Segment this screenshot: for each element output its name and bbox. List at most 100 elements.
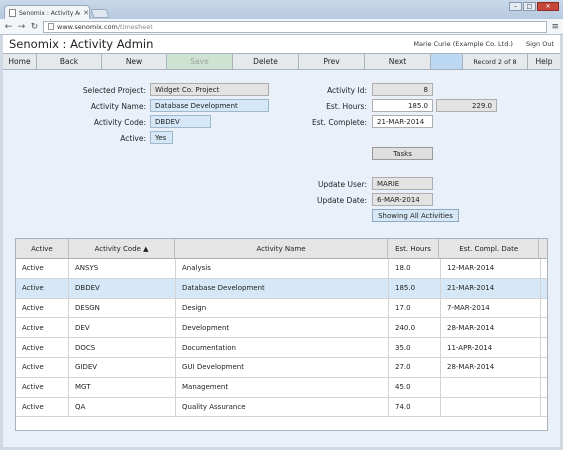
est-hours-label: Est. Hours: — [326, 102, 367, 111]
cell-activity-code: ANSYS — [69, 259, 176, 278]
sign-out-link[interactable]: Sign Out — [525, 40, 554, 48]
browser-tab[interactable]: Senomix : Activity Admin ✕ — [4, 5, 90, 20]
cell-activity-name: Analysis — [176, 259, 389, 278]
cell-active: Active — [16, 278, 69, 298]
column-header-activity-name[interactable]: Activity Name — [175, 239, 388, 258]
cell-activity-name: Documentation — [176, 338, 389, 357]
cell-active: Active — [16, 298, 69, 318]
maximize-icon[interactable]: □ — [523, 2, 536, 11]
cell-est-compl-date: 28-MAR-2014 — [441, 357, 541, 377]
est-complete-field[interactable]: 21-MAR-2014 — [372, 115, 433, 128]
new-tab-button[interactable] — [90, 9, 110, 18]
user-area: Marie Curie (Example Co. Ltd.) Sign Out — [413, 40, 554, 48]
minimize-icon[interactable]: – — [509, 2, 522, 11]
cell-active: Active — [16, 338, 69, 357]
record-toolbar: Home Back New Save Delete Prev Next Reco… — [3, 53, 560, 70]
back-arrow-icon[interactable]: ← — [4, 21, 13, 32]
back-button[interactable]: Back — [37, 54, 102, 69]
page-icon — [9, 9, 16, 17]
close-window-icon[interactable]: ✕ — [537, 2, 559, 11]
column-header-spacer — [539, 239, 547, 258]
user-name: Marie Curie (Example Co. Ltd.) — [413, 40, 513, 48]
tab-title: Senomix : Activity Admin — [18, 9, 80, 17]
address-bar[interactable]: www.senomix.com/timesheet — [43, 20, 548, 33]
selected-project-label: Selected Project: — [82, 86, 146, 95]
cell-est-compl-date: 28-MAR-2014 — [441, 318, 541, 338]
table-row[interactable]: Active DOCS Documentation 35.0 11-APR-20… — [16, 338, 547, 358]
table-row[interactable]: Active GIDEV GUI Development 27.0 28-MAR… — [16, 357, 547, 378]
reload-icon[interactable]: ↻ — [30, 21, 39, 32]
est-hours-field[interactable]: 185.0 — [372, 99, 433, 112]
column-header-est-compl-date[interactable]: Est. Compl. Date — [439, 239, 540, 258]
active-toggle[interactable]: Yes — [150, 131, 173, 144]
actual-hours-field: 229.0 — [436, 99, 497, 112]
app-window: Senomix : Activity Admin Marie Curie (Ex… — [3, 35, 560, 447]
page-icon — [48, 23, 54, 30]
column-header-activity-code[interactable]: Activity Code ▲ — [69, 239, 176, 258]
activities-table: Active Activity Code ▲ Activity Name Est… — [15, 238, 548, 431]
cell-est-hours: 45.0 — [389, 377, 441, 397]
close-tab-icon[interactable]: ✕ — [83, 9, 89, 17]
update-date-label: Update Date: — [317, 196, 367, 205]
prev-button[interactable]: Prev — [299, 54, 365, 69]
cell-est-compl-date: 11-APR-2014 — [441, 338, 541, 357]
update-date-field: 6-MAR-2014 — [372, 193, 433, 206]
toolbar-spacer — [431, 54, 463, 69]
forward-arrow-icon[interactable]: → — [17, 21, 26, 32]
activity-name-label: Activity Name: — [90, 102, 146, 111]
column-header-est-hours[interactable]: Est. Hours — [388, 239, 440, 258]
activity-id-field: 8 — [372, 83, 433, 96]
activity-name-field[interactable]: Database Development — [150, 99, 269, 112]
cell-activity-name: Development — [176, 318, 389, 338]
active-label: Active: — [120, 134, 146, 143]
cell-est-hours: 240.0 — [389, 318, 441, 338]
est-complete-label: Est. Complete: — [311, 118, 367, 127]
update-user-field: MARIE — [372, 177, 433, 190]
app-header: Senomix : Activity Admin Marie Curie (Ex… — [3, 35, 560, 53]
tasks-button[interactable]: Tasks — [372, 147, 433, 160]
cell-activity-name: GUI Development — [176, 357, 389, 377]
selected-project-field[interactable]: Widget Co. Project — [150, 83, 269, 96]
cell-active: Active — [16, 357, 69, 377]
cell-activity-code: DESGN — [69, 298, 176, 318]
cell-activity-name: Management — [176, 377, 389, 397]
browser-toolbar: ← → ↻ www.senomix.com/timesheet ≡ — [0, 19, 563, 35]
activity-code-label: Activity Code: — [93, 118, 146, 127]
cell-activity-code: DBDEV — [69, 278, 176, 298]
cell-activity-code: GIDEV — [69, 357, 176, 377]
table-row[interactable]: Active QA Quality Assurance 74.0 — [16, 397, 547, 418]
table-row-selected[interactable]: Active DBDEV Database Development 185.0 … — [16, 278, 547, 299]
activity-id-label: Activity Id: — [327, 86, 367, 95]
table-row[interactable]: Active DESGN Design 17.0 7-MAR-2014 — [16, 298, 547, 319]
cell-est-hours: 35.0 — [389, 338, 441, 357]
home-button[interactable]: Home — [3, 54, 37, 69]
help-button[interactable]: Help — [535, 57, 553, 66]
column-header-active[interactable]: Active — [16, 239, 69, 258]
cell-est-compl-date — [441, 377, 541, 397]
update-user-label: Update User: — [317, 180, 367, 189]
table-header: Active Activity Code ▲ Activity Name Est… — [16, 239, 547, 259]
cell-active: Active — [16, 397, 69, 417]
save-button[interactable]: Save — [167, 54, 233, 69]
cell-active: Active — [16, 259, 69, 278]
cell-active: Active — [16, 318, 69, 338]
menu-icon[interactable]: ≡ — [551, 21, 559, 32]
next-button[interactable]: Next — [365, 54, 431, 69]
cell-activity-code: DEV — [69, 318, 176, 338]
table-row[interactable]: Active DEV Development 240.0 28-MAR-2014 — [16, 318, 547, 339]
showing-all-activities-button[interactable]: Showing All Activities — [372, 209, 459, 222]
cell-est-hours: 17.0 — [389, 298, 441, 318]
cell-activity-name: Design — [176, 298, 389, 318]
delete-button[interactable]: Delete — [233, 54, 299, 69]
cell-activity-name: Quality Assurance — [176, 397, 389, 417]
cell-est-hours: 27.0 — [389, 357, 441, 377]
table-row[interactable]: Active ANSYS Analysis 18.0 12-MAR-2014 — [16, 259, 547, 279]
cell-est-compl-date: 7-MAR-2014 — [441, 298, 541, 318]
cell-activity-code: QA — [69, 397, 176, 417]
cell-est-compl-date: 12-MAR-2014 — [441, 259, 541, 278]
table-row[interactable]: Active MGT Management 45.0 — [16, 377, 547, 398]
cell-est-hours: 185.0 — [389, 278, 441, 298]
browser-titlebar: Senomix : Activity Admin ✕ – □ ✕ — [0, 0, 563, 20]
activity-code-field[interactable]: DBDEV — [150, 115, 211, 128]
new-button[interactable]: New — [102, 54, 167, 69]
